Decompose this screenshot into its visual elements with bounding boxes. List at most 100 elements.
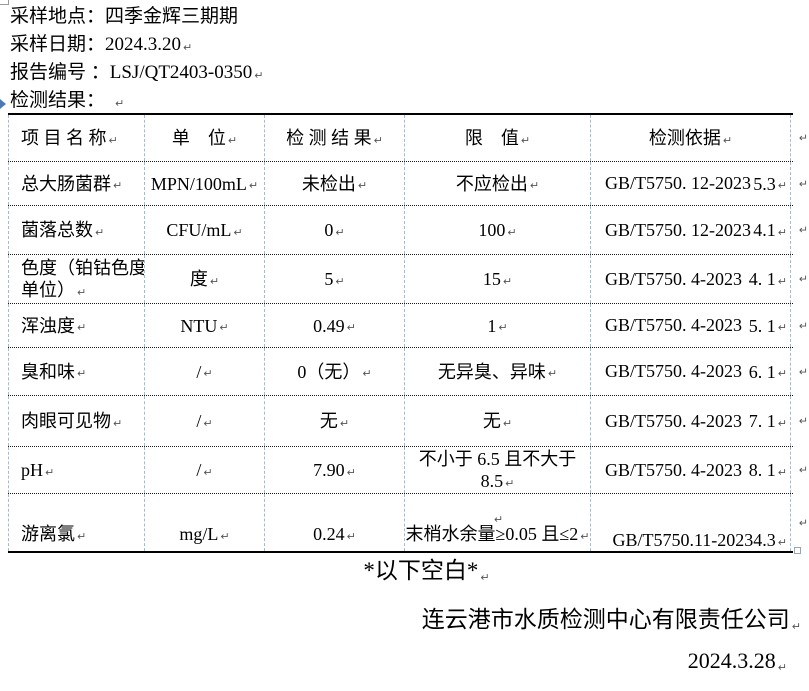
cell-result: 0.49 ↵ — [265, 304, 405, 347]
pilcrow-mark-icon: ↵ — [722, 133, 733, 147]
pilcrow-mark-icon: ↵ — [220, 529, 230, 543]
column-header-result-label: 检 测 结 果 — [286, 128, 372, 148]
row-end-mark-icon: ↵ — [798, 463, 808, 477]
cell-unit: MPN/100mL ↵ — [145, 162, 265, 205]
item-name: 肉眼可见物 — [21, 411, 111, 431]
result-value: 0.49 — [313, 315, 345, 336]
column-header-item: 项 目 名 称 ↵ — [8, 115, 145, 161]
result-value: 未检出 — [301, 173, 356, 194]
cell-limit: 无异臭、异味 ↵ — [405, 348, 591, 395]
result-value: 7.90 — [313, 460, 345, 480]
report-date: 2024.3.28 ↵ — [688, 648, 787, 674]
pilcrow-mark-icon: ↵ — [335, 225, 345, 239]
unit-value: / — [196, 460, 202, 480]
item-name: 菌落总数 — [21, 220, 93, 240]
cell-result: 0（无） ↵ — [265, 348, 405, 395]
pilcrow-mark-icon: ↵ — [480, 571, 490, 584]
cell-limit: ↵ 末梢水余量≥0.05 且≤2 ↵ — [405, 494, 591, 551]
cell-limit: 不小于 6.5 且不大于 8.5 ↵ — [405, 447, 591, 493]
cell-item: 总大肠菌群 ↵ — [8, 162, 145, 205]
limit-value: 不小于 6.5 且不大于 — [418, 449, 577, 469]
report-number-text: 报告编号 ：LSJ/QT2403-0350 — [10, 62, 253, 83]
unit-value: NTU — [180, 315, 218, 336]
cell-unit: / ↵ — [145, 447, 265, 493]
item-name: 浑浊度 — [21, 315, 75, 336]
cell-method: GB/T5750.11-2023 4.3 ↵ — [591, 494, 791, 551]
pilcrow-mark-icon: ↵ — [357, 179, 368, 192]
sampling-location-text: 采样地点：四季金辉三期期 — [10, 6, 239, 27]
table-row: pH ↵ / ↵ 7.90 ↵ 不小于 6.5 且不大于 8.5 ↵ GB/T5750.… — [8, 447, 808, 494]
cell-item: 游离氯 ↵ — [8, 494, 145, 551]
pilcrow-mark-icon: ↵ — [777, 367, 787, 380]
results-label-line: 检测结果： ↵ — [10, 87, 263, 115]
cell-result: 5 ↵ — [265, 255, 405, 303]
company-name: 连云港市水质检测中心有限责任公司 ↵ — [422, 600, 801, 634]
result-value: 无 — [319, 411, 338, 431]
method-standard: GB/T5750. 12-2023 — [605, 219, 751, 240]
pilcrow-mark-icon: ↵ — [777, 535, 787, 549]
pilcrow-mark-icon: ↵ — [777, 465, 787, 479]
cell-unit: NTU ↵ — [145, 304, 265, 347]
row-end-mark-icon: ↵ — [798, 319, 808, 332]
pilcrow-mark-icon: ↵ — [346, 529, 356, 543]
result-value: 0 — [324, 220, 334, 240]
table-row: 臭和味 ↵ / ↵ 0（无） ↵ 无异臭、异味 ↵ GB/T5750. 4-2023 6.… — [8, 348, 808, 396]
method-clause: 5. 1 — [748, 315, 776, 336]
cell-result: 0 ↵ — [265, 206, 405, 254]
pilcrow-mark-icon: ↵ — [77, 285, 87, 299]
unit-value: mg/L — [179, 524, 219, 544]
pilcrow-mark-icon: ↵ — [777, 416, 787, 430]
item-name: 总大肠菌群 — [21, 173, 111, 194]
cell-item: 肉眼可见物 ↵ — [8, 396, 145, 446]
limit-value: 末梢水余量≥0.05 且≤2 — [405, 524, 579, 544]
row-end-mark-icon: ↵ — [798, 365, 808, 378]
table-move-handle-fragment[interactable] — [0, 99, 6, 109]
cell-method: GB/T5750. 12-2023 4.1 ↵ — [591, 206, 791, 254]
limit-value: 不应检出 — [455, 173, 528, 194]
pilcrow-mark-icon: ↵ — [498, 321, 508, 334]
pilcrow-mark-icon: ↵ — [203, 416, 213, 430]
cell-method: GB/T5750. 4-2023 8. 1 ↵ — [591, 447, 791, 493]
method-clause: 5.3 — [753, 173, 776, 194]
column-header-unit: 单 位 ↵ — [145, 115, 265, 161]
pilcrow-mark-icon: ↵ — [113, 179, 123, 192]
limit-value: 1 — [487, 315, 497, 336]
result-value: 0（无） — [297, 361, 361, 382]
table-resize-handle[interactable] — [794, 547, 801, 554]
unit-value: / — [196, 361, 202, 382]
results-label-text: 检测结果： — [10, 90, 106, 111]
unit-value: / — [196, 411, 202, 431]
method-standard: GB/T5750.11-2023 — [612, 530, 754, 550]
column-header-unit-label: 单 位 — [171, 128, 226, 148]
pilcrow-mark-icon: ↵ — [335, 274, 345, 288]
pilcrow-mark-icon: ↵ — [346, 321, 356, 334]
pilcrow-mark-icon: ↵ — [520, 133, 531, 147]
cell-limit: 100 ↵ — [405, 206, 591, 254]
result-value: 5 — [324, 269, 334, 289]
sampling-date-line: 采样日期：2024.3.20 ↵ — [10, 31, 263, 59]
item-name: 单位） — [21, 280, 75, 300]
method-standard: GB/T5750. 4-2023 — [605, 315, 742, 335]
cell-limit: 1 ↵ — [405, 304, 591, 347]
cell-unit: mg/L ↵ — [145, 494, 265, 551]
cell-item: 菌落总数 ↵ — [8, 206, 145, 254]
method-standard: GB/T5750. 12-2023 — [605, 173, 751, 193]
method-standard: GB/T5750. 4-2023 — [605, 410, 742, 431]
pilcrow-mark-icon: ↵ — [248, 179, 259, 192]
unit-value: CFU/mL — [166, 220, 232, 240]
pilcrow-mark-icon: ↵ — [113, 416, 123, 430]
cell-method: GB/T5750. 4-2023 5. 1 ↵ — [591, 304, 791, 347]
method-standard: GB/T5750. 4-2023 — [605, 268, 742, 289]
row-end-mark-icon: ↵ — [798, 414, 808, 428]
limit-value: 100 — [478, 220, 506, 240]
cell-method: GB/T5750. 4-2023 7. 1 ↵ — [591, 396, 791, 446]
item-name: pH — [21, 460, 43, 480]
pilcrow-mark-icon: ↵ — [339, 416, 350, 430]
method-clause: 4.3 — [753, 530, 776, 550]
cell-item: 臭和味 ↵ — [8, 348, 145, 395]
cell-item: pH ↵ — [8, 447, 145, 493]
pilcrow-mark-icon: ↵ — [227, 133, 238, 147]
table-row: 肉眼可见物 ↵ / ↵ 无 ↵ 无 ↵ GB/T5750. 4-2023 7. 1 ↵ ↵ — [8, 396, 808, 447]
cell-method: GB/T5750. 12-2023 5.3 ↵ — [591, 162, 791, 205]
table-row: 色度（铂钴色度 单位） ↵ 度 ↵ 5 ↵ 15 ↵ GB/T5750. 4-2023 4… — [8, 255, 808, 304]
